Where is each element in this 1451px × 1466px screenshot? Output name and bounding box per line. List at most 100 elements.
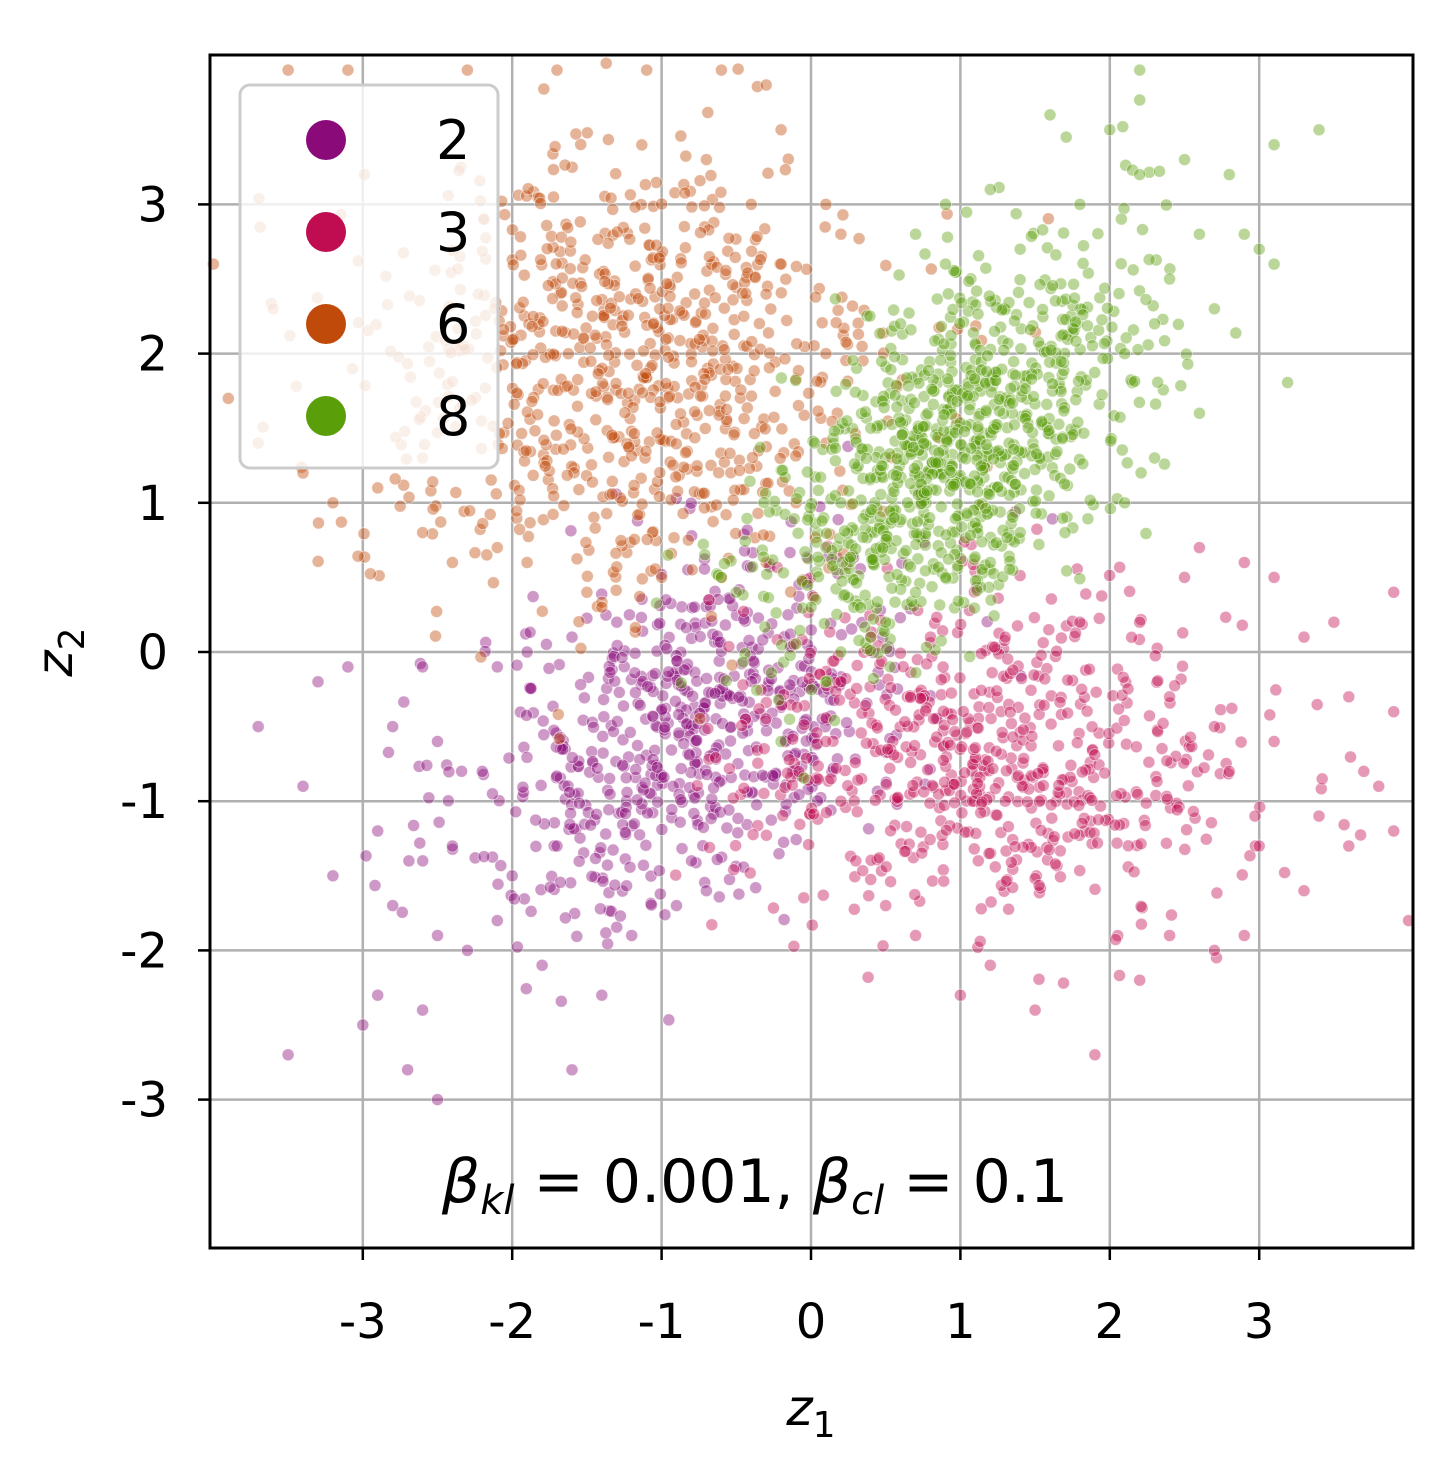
data-point-6 (570, 306, 584, 320)
data-point-8 (828, 424, 841, 438)
data-point-8 (1009, 368, 1022, 382)
data-point-6 (681, 533, 695, 547)
data-point-2 (786, 729, 800, 743)
data-point-8 (935, 319, 948, 333)
data-point-2 (416, 660, 430, 674)
data-point-6 (792, 399, 805, 413)
data-point-3 (967, 842, 981, 856)
data-point-3 (864, 853, 878, 867)
data-point-3 (800, 751, 813, 765)
data-point-2 (610, 715, 624, 728)
data-point-3 (1042, 843, 1056, 857)
data-point-6 (514, 230, 527, 244)
data-point-8 (895, 428, 909, 442)
data-point-6 (552, 732, 566, 746)
data-point-2 (648, 667, 662, 680)
data-point-8 (880, 642, 894, 656)
data-point-8 (750, 683, 764, 697)
data-point-6 (602, 450, 615, 464)
data-point-3 (1143, 709, 1156, 723)
data-point-2 (720, 821, 734, 835)
data-point-8 (1096, 352, 1110, 365)
data-point-2 (386, 899, 400, 912)
data-point-6 (602, 133, 615, 147)
data-point-2 (672, 708, 686, 721)
data-point-2 (368, 879, 382, 892)
data-point-3 (786, 732, 800, 746)
data-point-8 (1025, 229, 1038, 243)
data-point-8 (1007, 418, 1021, 432)
data-point-8 (930, 292, 944, 306)
data-point-6 (640, 533, 654, 546)
data-point-8 (758, 620, 772, 634)
data-point-3 (936, 863, 950, 877)
data-point-6 (600, 507, 614, 520)
legend-label-6: 6 (436, 293, 470, 356)
x-tick-label: -1 (638, 1294, 686, 1350)
data-point-6 (831, 303, 845, 317)
data-point-6 (604, 301, 617, 315)
data-point-8 (859, 405, 872, 419)
data-point-8 (963, 477, 977, 491)
data-point-8 (987, 452, 1000, 466)
data-point-2 (520, 708, 533, 722)
data-point-8 (829, 454, 842, 468)
data-point-3 (1030, 656, 1044, 669)
data-point-3 (736, 678, 750, 692)
data-point-6 (538, 459, 552, 473)
data-point-3 (923, 833, 937, 846)
data-point-3 (1033, 698, 1047, 712)
data-point-2 (655, 768, 668, 782)
data-point-3 (966, 794, 980, 808)
data-point-8 (908, 396, 921, 410)
data-point-3 (1125, 630, 1138, 644)
data-point-3 (1135, 917, 1148, 931)
data-point-3 (1002, 902, 1015, 916)
data-point-2 (520, 645, 534, 659)
data-point-3 (802, 838, 815, 851)
data-point-2 (582, 806, 595, 819)
data-point-3 (971, 777, 984, 790)
data-point-2 (693, 630, 707, 643)
data-point-8 (811, 550, 825, 564)
data-point-6 (490, 541, 504, 554)
data-point-8 (834, 645, 848, 659)
data-point-3 (1048, 857, 1062, 871)
data-point-8 (980, 365, 993, 378)
data-point-3 (1142, 755, 1156, 769)
data-point-6 (698, 422, 712, 435)
data-point-2 (840, 716, 853, 730)
data-point-3 (1028, 1003, 1042, 1017)
data-point-8 (828, 714, 841, 727)
data-point-2 (680, 717, 694, 731)
data-point-2 (610, 920, 624, 934)
data-point-2 (685, 854, 698, 868)
data-point-6 (685, 200, 699, 214)
data-point-6 (586, 309, 599, 323)
data-point-8 (1069, 334, 1083, 348)
data-point-8 (769, 606, 783, 620)
data-point-3 (807, 807, 821, 821)
data-point-3 (923, 796, 937, 810)
data-point-3 (974, 684, 988, 697)
data-point-2 (669, 649, 683, 662)
data-point-3 (958, 825, 972, 839)
data-point-3 (1102, 736, 1116, 750)
data-point-2 (683, 748, 696, 762)
data-point-3 (1210, 886, 1224, 900)
data-point-2 (492, 794, 506, 808)
data-point-8 (838, 524, 851, 538)
legend: 2 3 6 8 (238, 83, 500, 470)
data-point-2 (479, 636, 493, 649)
data-point-3 (1044, 798, 1058, 812)
data-point-6 (510, 504, 524, 518)
data-point-3 (841, 779, 855, 793)
data-point-8 (1172, 317, 1185, 331)
data-point-3 (967, 687, 981, 701)
data-point-6 (655, 571, 668, 584)
data-point-6 (762, 326, 775, 340)
data-point-2 (777, 913, 791, 926)
data-point-3 (1248, 809, 1262, 823)
data-point-6 (750, 230, 764, 244)
data-point-6 (609, 167, 623, 181)
